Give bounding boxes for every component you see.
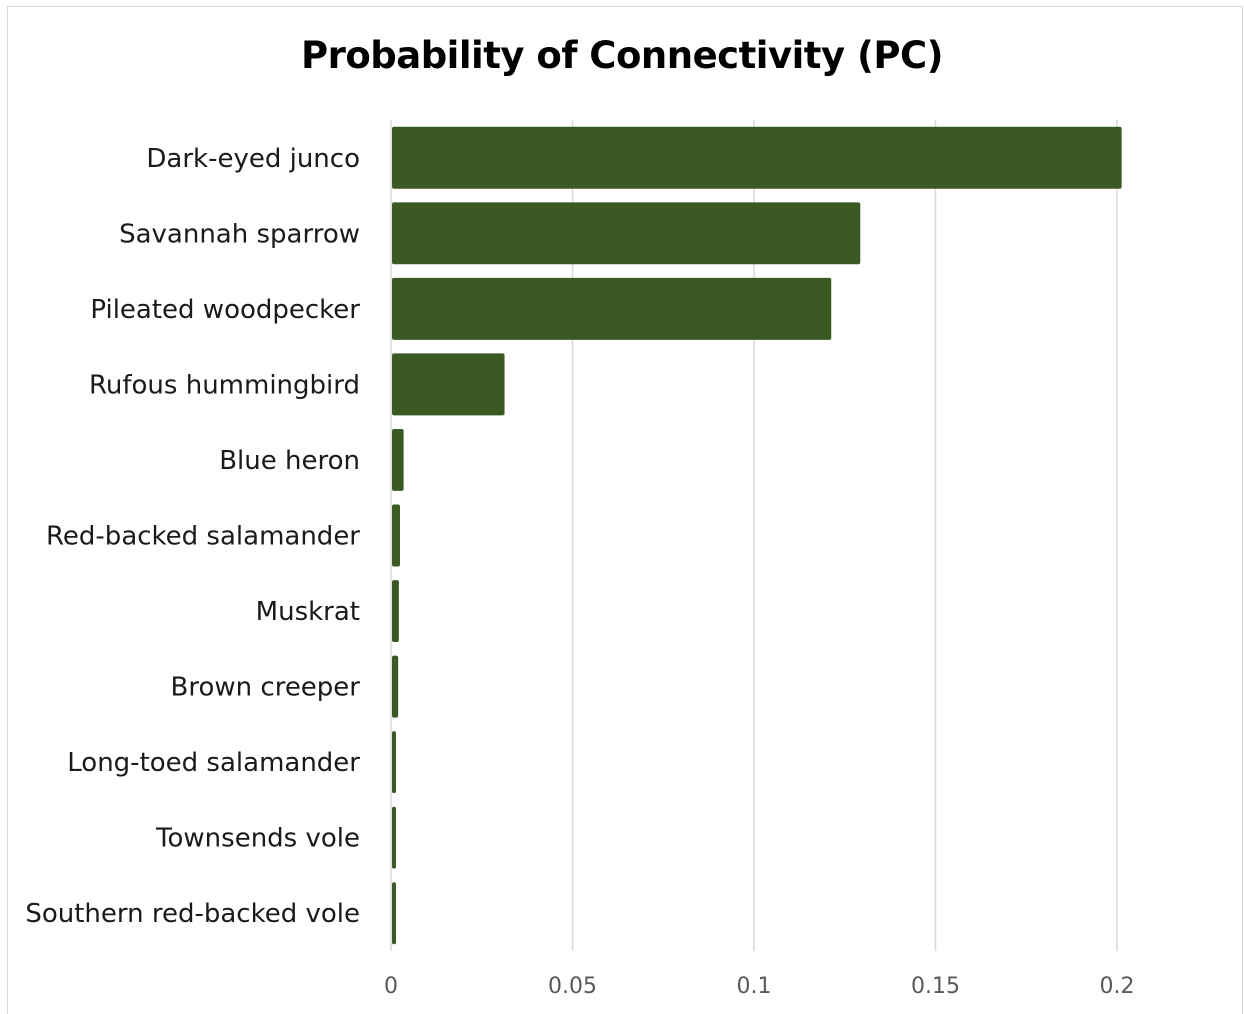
category-label: Pileated woodpecker bbox=[90, 295, 360, 325]
category-label: Blue heron bbox=[219, 446, 360, 476]
x-tick-label: 0 bbox=[384, 974, 398, 999]
bar bbox=[392, 580, 399, 643]
category-label: Red-backed salamander bbox=[46, 522, 360, 552]
category-label: Rufous hummingbird bbox=[89, 370, 360, 400]
bar bbox=[392, 504, 400, 567]
category-label: Brown creeper bbox=[171, 673, 361, 703]
bar bbox=[392, 882, 396, 945]
category-labels: Dark-eyed junco Savannah sparrow Pileated … bbox=[25, 144, 360, 929]
bar bbox=[392, 277, 832, 340]
category-label: Dark-eyed junco bbox=[146, 144, 360, 174]
x-tick-label: 0.05 bbox=[548, 974, 597, 999]
bar bbox=[392, 202, 861, 265]
x-tick-label: 0.1 bbox=[737, 974, 772, 999]
category-label: Long-toed salamander bbox=[67, 748, 360, 778]
bar-series bbox=[392, 126, 1122, 945]
bar bbox=[392, 731, 396, 794]
bar bbox=[392, 806, 396, 869]
category-label: Townsends vole bbox=[155, 824, 360, 854]
category-label: Savannah sparrow bbox=[119, 219, 360, 249]
category-label: Southern red-backed vole bbox=[25, 899, 360, 929]
category-label: Muskrat bbox=[256, 597, 360, 627]
bar bbox=[392, 655, 399, 718]
bar bbox=[392, 353, 505, 416]
x-tick-label: 0.15 bbox=[911, 974, 960, 999]
x-tick-labels: 0 0.05 0.1 0.15 0.2 bbox=[384, 974, 1135, 999]
bar bbox=[392, 428, 404, 491]
bar bbox=[392, 126, 1122, 189]
x-tick-label: 0.2 bbox=[1100, 974, 1135, 999]
chart-title: Probability of Connectivity (PC) bbox=[300, 34, 944, 77]
